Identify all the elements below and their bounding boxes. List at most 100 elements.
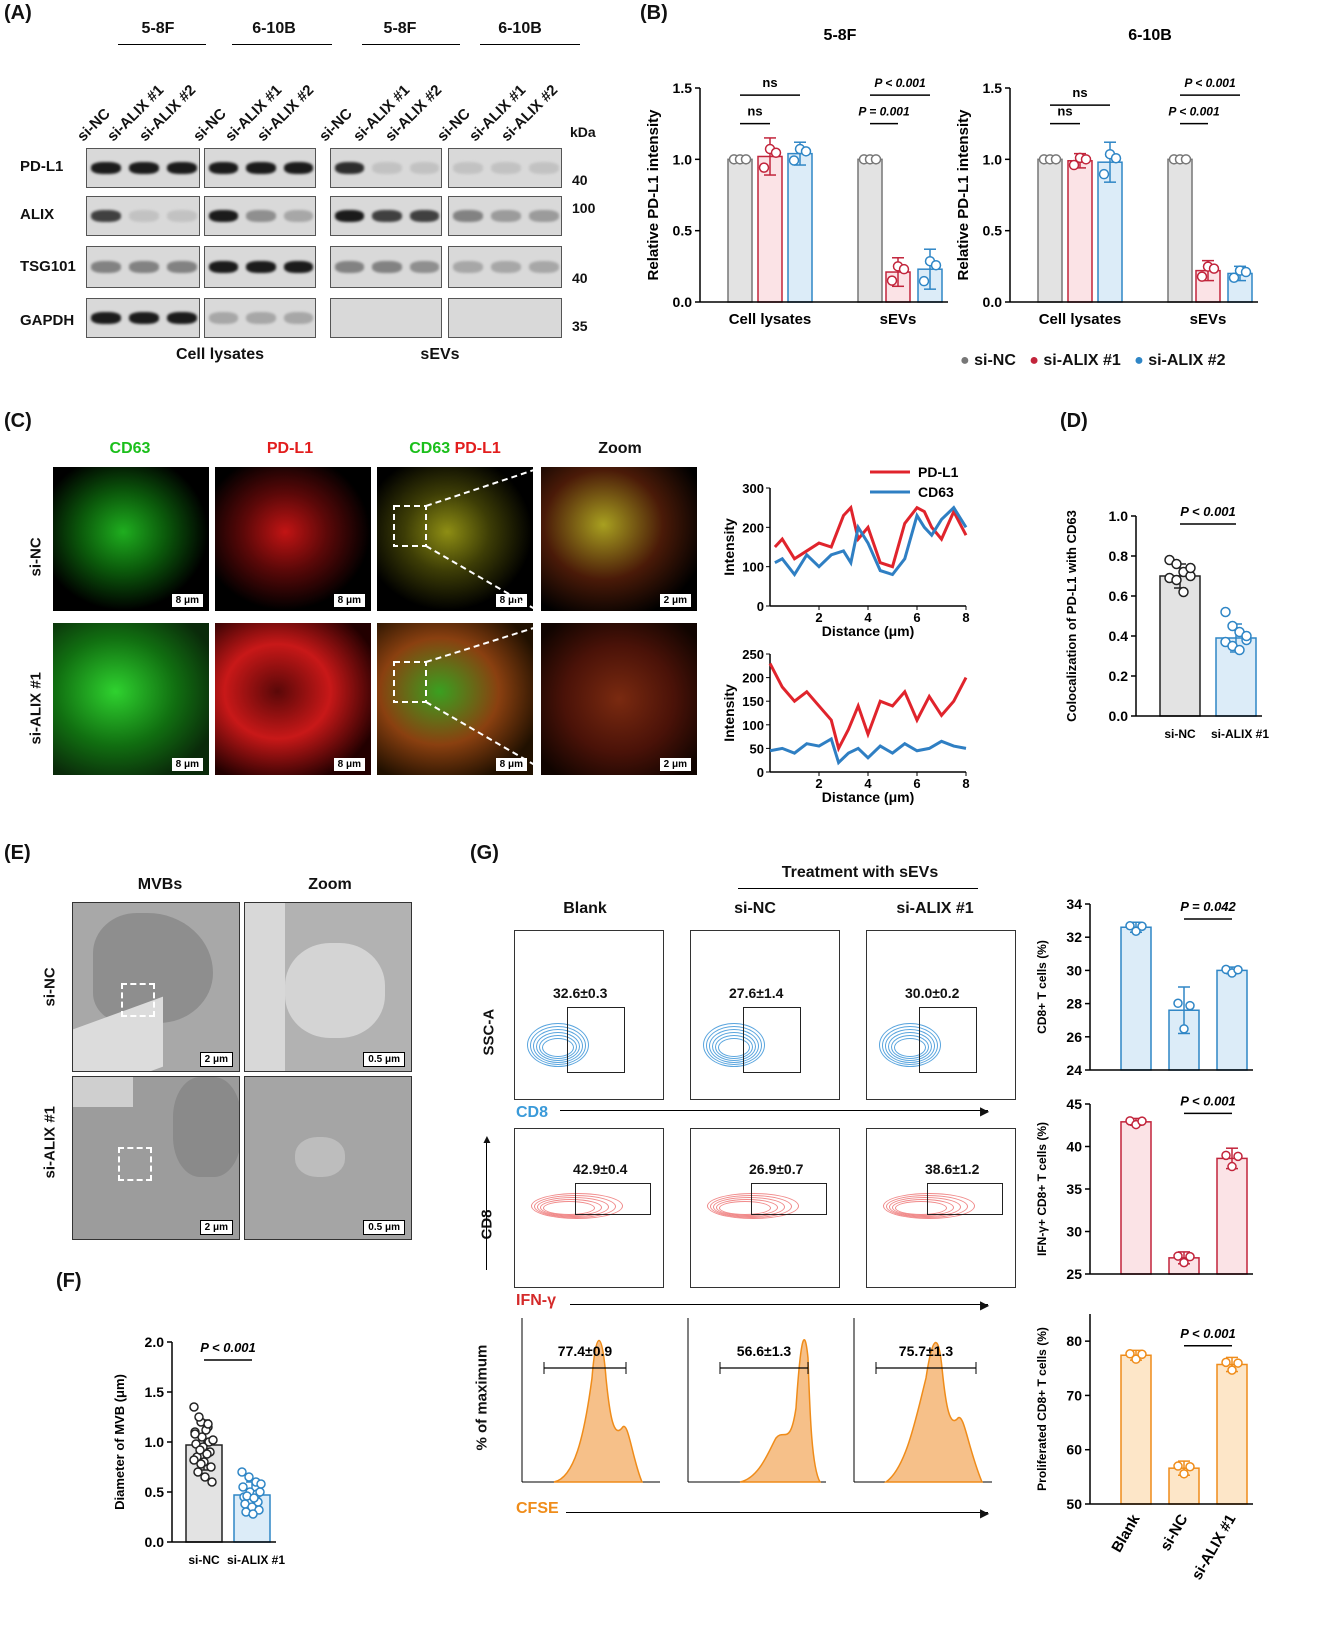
bar bbox=[1120, 926, 1152, 1071]
data-point bbox=[194, 1412, 204, 1422]
significance-label: P < 0.001 bbox=[1180, 1326, 1236, 1341]
y-tick-label: 0.6 bbox=[1109, 588, 1129, 604]
lane-label: si-NC bbox=[189, 105, 230, 145]
axis-ssc-a: SSC-A bbox=[480, 1008, 498, 1056]
y-axis-label: Intensity bbox=[721, 518, 737, 576]
blot-band bbox=[372, 261, 402, 273]
blot-strip bbox=[204, 298, 316, 338]
data-point bbox=[1125, 1349, 1135, 1359]
gate-value: 30.0±0.2 bbox=[905, 985, 960, 1001]
y-tick-label: 30 bbox=[1066, 1224, 1082, 1240]
contour-ring bbox=[536, 1032, 580, 1061]
em-zoom-si-nc: 0.5 μm bbox=[244, 902, 412, 1072]
col-cd63: CD63 bbox=[109, 440, 151, 457]
data-point bbox=[1137, 1116, 1147, 1126]
histogram: 56.6±1.3 bbox=[680, 1318, 830, 1488]
group-header: 5-8F bbox=[383, 20, 417, 37]
data-point bbox=[1179, 1257, 1189, 1268]
blot-strip bbox=[204, 246, 316, 288]
contour-ring bbox=[879, 1023, 941, 1067]
x-category-label: si-NC bbox=[1164, 727, 1196, 741]
gate-value: 56.6±1.3 bbox=[737, 1343, 792, 1359]
bar bbox=[1168, 1009, 1200, 1071]
x-tick-label: 8 bbox=[962, 776, 969, 791]
data-point bbox=[248, 1509, 258, 1519]
gate-value: 38.6±1.2 bbox=[925, 1161, 980, 1177]
merge-cd63: CD63 bbox=[409, 440, 451, 457]
x-category-label: si-ALIX #1 bbox=[227, 1553, 285, 1567]
data-point bbox=[195, 1445, 205, 1455]
contour-ring bbox=[537, 1197, 609, 1217]
blot-band bbox=[91, 261, 121, 273]
mw-marker: 40 bbox=[572, 172, 588, 188]
contour-ring bbox=[706, 1026, 762, 1065]
micrograph: 8 μm bbox=[52, 466, 210, 612]
data-point bbox=[886, 275, 898, 286]
data-point bbox=[1227, 1365, 1237, 1375]
x-tick-label: 2 bbox=[815, 776, 822, 791]
y-tick-label: 0.0 bbox=[145, 1534, 165, 1550]
x-tick-label: 6 bbox=[913, 776, 920, 791]
data-point bbox=[1179, 1024, 1189, 1034]
data-point bbox=[1131, 1354, 1141, 1364]
data-point bbox=[238, 1482, 248, 1492]
merge-pdl1: PD-L1 bbox=[454, 440, 501, 457]
gate-value: 75.7±1.3 bbox=[899, 1343, 954, 1359]
scale-bar: 8 μm bbox=[333, 758, 365, 771]
blot-band bbox=[409, 162, 439, 174]
data-point bbox=[208, 1435, 218, 1445]
em-image-si-alix1: 2 μm bbox=[72, 1076, 240, 1240]
blot-row-label: ALIX bbox=[20, 206, 55, 223]
flow-plot: 26.9±0.7 bbox=[690, 1128, 840, 1288]
y-tick-label: 200 bbox=[742, 671, 764, 686]
y-axis-label: Proliferated CD8+ T cells (%) bbox=[1035, 1327, 1049, 1491]
data-point bbox=[190, 1429, 200, 1439]
significance-label: P < 0.001 bbox=[1184, 76, 1236, 90]
histogram: 77.4±0.9 bbox=[514, 1318, 664, 1488]
data-point bbox=[930, 259, 942, 271]
contour-ring bbox=[885, 1029, 935, 1063]
data-point bbox=[193, 1467, 203, 1477]
data-point bbox=[256, 1479, 266, 1489]
y-tick-label: 24 bbox=[1066, 1062, 1082, 1078]
y-tick-label: 0.5 bbox=[983, 223, 1003, 239]
data-point bbox=[1068, 159, 1080, 171]
axis-arrow bbox=[560, 1110, 988, 1111]
mvb-diameter-chart: 0.0 0.5 1.0 1.5 2.0 Diameter of MVB (μm) P < 0… bbox=[112, 1334, 285, 1567]
col-mvbs: MVBs bbox=[137, 876, 183, 893]
axis-arrow bbox=[566, 1512, 988, 1513]
blot-strip bbox=[330, 298, 442, 338]
y-tick-label: 0.5 bbox=[145, 1484, 165, 1500]
blot-strip bbox=[330, 246, 442, 288]
gate-value: 26.9±0.7 bbox=[749, 1161, 804, 1177]
contour-ring bbox=[540, 1199, 602, 1216]
panel-label-e: (E) bbox=[4, 842, 31, 864]
y-tick-label: 70 bbox=[1066, 1387, 1082, 1403]
y-tick-label: 30 bbox=[1066, 962, 1082, 978]
data-point bbox=[1185, 1251, 1195, 1262]
contour-ring bbox=[895, 1201, 947, 1215]
y-tick-label: 1.5 bbox=[673, 80, 693, 96]
blot-band bbox=[453, 261, 483, 273]
y-axis-label: IFN-γ+ CD8+ T cells (%) bbox=[1035, 1122, 1049, 1256]
panel-label-b: (B) bbox=[640, 2, 668, 24]
x-category-label: sEVs bbox=[880, 311, 917, 328]
blot-band bbox=[529, 162, 559, 174]
data-point bbox=[870, 154, 882, 165]
contour-ring bbox=[709, 1029, 759, 1063]
bar bbox=[727, 158, 753, 303]
significance-label: P < 0.001 bbox=[1180, 504, 1236, 519]
contour-ring bbox=[718, 1038, 750, 1057]
axis-arrow bbox=[570, 1304, 988, 1305]
data-point bbox=[1171, 558, 1182, 570]
x-category-label: Blank bbox=[1108, 1511, 1143, 1555]
flow-plot: 38.6±1.2 bbox=[866, 1128, 1016, 1288]
blot-row-label: GAPDH bbox=[20, 312, 75, 329]
data-point bbox=[1131, 926, 1141, 936]
gate-box bbox=[567, 1007, 625, 1073]
mw-marker: 40 bbox=[572, 270, 588, 286]
blot-band bbox=[209, 210, 239, 222]
blot-strip bbox=[86, 196, 200, 236]
data-point bbox=[207, 1477, 217, 1487]
data-point bbox=[1233, 1151, 1243, 1162]
